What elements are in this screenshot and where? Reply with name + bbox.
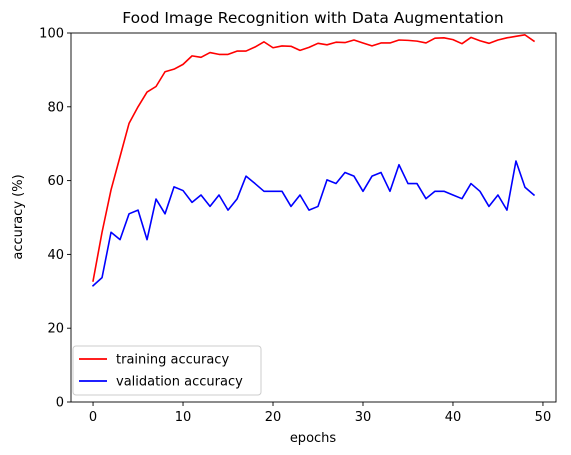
- x-tick-label: 10: [175, 410, 192, 425]
- x-tick-label: 40: [445, 410, 462, 425]
- plot-area: [91, 34, 536, 287]
- y-tick-label: 20: [47, 322, 64, 337]
- legend-box: [72, 345, 262, 396]
- x-tick-label: 30: [355, 410, 372, 425]
- x-tick-label: 0: [89, 410, 97, 425]
- legend-label: validation accuracy: [116, 375, 243, 390]
- axes: 0 10 20 30 40 50 0 20 40 60 80 100: [39, 27, 557, 425]
- y-tick-label: 60: [47, 174, 64, 189]
- y-tick-label: 80: [47, 100, 64, 115]
- x-tick-label: 20: [265, 410, 282, 425]
- series-line-training: [92, 34, 536, 282]
- y-tick-label: 40: [47, 248, 64, 263]
- legend-label: training accuracy: [116, 353, 229, 368]
- y-tick-label: 0: [56, 396, 64, 411]
- chart-title: Food Image Recognition with Data Augment…: [122, 9, 504, 27]
- x-tick-label: 50: [535, 410, 552, 425]
- x-axis-title: epochs: [290, 431, 337, 446]
- legend: training accuracy validation accuracy: [72, 345, 262, 396]
- series-line-validation: [91, 160, 536, 287]
- y-tick-label: 100: [39, 27, 64, 42]
- axes-frame: [70, 32, 557, 403]
- y-axis-title: accuracy (%): [11, 174, 26, 259]
